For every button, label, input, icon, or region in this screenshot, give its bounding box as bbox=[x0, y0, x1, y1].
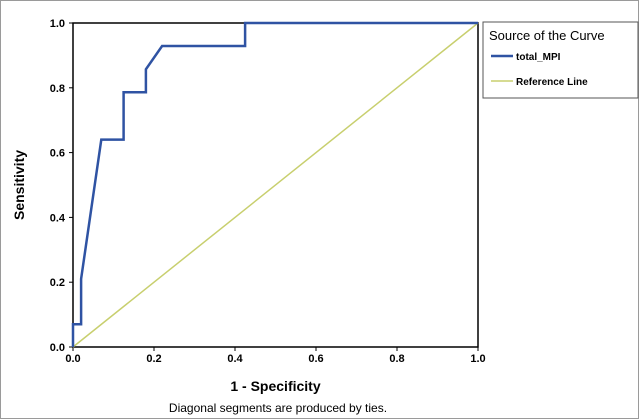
y-tick-label: 0.0 bbox=[50, 342, 65, 354]
x-tick-label: 0.6 bbox=[308, 353, 323, 365]
y-axis-label: Sensitivity bbox=[11, 150, 27, 220]
footnote: Diagonal segments are produced by ties. bbox=[169, 401, 387, 415]
legend-entry-label: total_MPI bbox=[516, 52, 561, 63]
x-axis-label: 1 - Specificity bbox=[230, 378, 320, 394]
x-tick-label: 0.8 bbox=[389, 353, 404, 365]
x-tick-label: 0.4 bbox=[227, 353, 243, 365]
y-tick-label: 0.4 bbox=[50, 212, 66, 224]
y-tick-label: 1.0 bbox=[50, 18, 65, 30]
series-layer bbox=[71, 21, 479, 348]
x-tick-label: 0.2 bbox=[146, 353, 161, 365]
y-tick-label: 0.2 bbox=[50, 277, 65, 289]
x-tick-label: 1.0 bbox=[470, 353, 485, 365]
y-axis: 0.0 0.2 0.4 0.6 0.8 1.0 bbox=[50, 18, 73, 354]
legend-title: Source of the Curve bbox=[489, 28, 605, 43]
roc-curve-total-mpi bbox=[71, 21, 478, 347]
x-tick-label: 0.0 bbox=[65, 353, 80, 365]
legend-entry-label: Reference Line bbox=[516, 77, 588, 88]
reference-line bbox=[72, 22, 479, 348]
y-tick-label: 0.8 bbox=[50, 83, 65, 95]
legend: Source of the Curve total_MPI Reference L… bbox=[482, 21, 639, 99]
legend-box bbox=[482, 21, 639, 99]
y-tick-label: 0.6 bbox=[50, 148, 65, 160]
x-axis: 0.0 0.2 0.4 0.6 0.8 1.0 bbox=[65, 347, 486, 365]
